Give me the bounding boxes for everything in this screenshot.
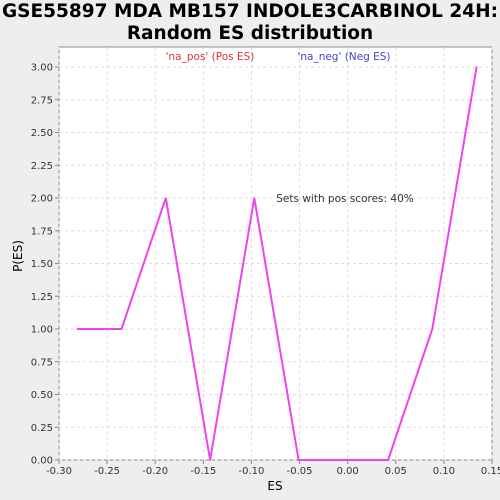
y-tick-label: 2.75 — [31, 95, 53, 106]
x-tick-label: 0.15 — [481, 466, 500, 477]
data-point — [342, 459, 344, 461]
y-tick-label: 2.50 — [31, 128, 53, 139]
x-tick-label: 0.00 — [337, 466, 359, 477]
y-tick-label: 1.00 — [31, 325, 53, 336]
axes: -0.30 -0.25 -0.20 -0.15 -0.10 -0.05 0.00 0.05 0.… — [31, 63, 500, 478]
y-tick-label: 1.25 — [31, 292, 53, 303]
series-layer — [76, 66, 478, 461]
chart-title: GSE55897 MDA MB157 INDOLE3CARBINOL 24H: … — [0, 1, 500, 45]
x-tick-label: -0.25 — [94, 466, 120, 477]
x-tick-label: -0.30 — [46, 466, 72, 477]
y-tick-label: 0.50 — [31, 390, 53, 401]
y-tick-label: 2.25 — [31, 161, 53, 172]
data-point — [253, 197, 256, 199]
y-tick-label: 0.75 — [31, 357, 53, 368]
y-tick-label: 0.25 — [31, 423, 53, 434]
data-point — [297, 459, 300, 461]
annotation-na-neg: 'na_neg' (Neg ES) — [297, 51, 390, 63]
x-tick-label: -0.20 — [142, 466, 168, 477]
chart-title-line2: Random ES distribution — [126, 23, 374, 44]
y-tick-label: 3.00 — [31, 63, 53, 74]
data-point — [431, 328, 434, 330]
y-tick-label: 0.00 — [31, 456, 53, 467]
data-point — [209, 459, 211, 461]
data-point — [76, 328, 79, 330]
data-point — [165, 197, 167, 199]
x-tick-label: -0.10 — [239, 466, 265, 477]
x-axis-title: ES — [267, 479, 282, 493]
data-point — [387, 459, 389, 461]
y-tick-label: 1.75 — [31, 226, 53, 237]
x-tick-label: 0.10 — [433, 466, 455, 477]
plot-area — [58, 46, 493, 461]
chart-title-line1: GSE55897 MDA MB157 INDOLE3CARBINOL 24H: — [2, 1, 498, 22]
annotation-pos-scores: Sets with pos scores: 40% — [276, 193, 413, 205]
data-point — [120, 328, 123, 330]
x-tick-label: -0.05 — [287, 466, 313, 477]
series-line — [77, 66, 478, 461]
grid — [58, 47, 493, 461]
y-tick-label: 1.50 — [31, 259, 53, 270]
data-point — [475, 66, 478, 68]
annotation-na-pos: 'na_pos' (Pos ES) — [166, 51, 255, 63]
y-tick-label: 2.00 — [31, 194, 53, 205]
y-axis-title: P(ES) — [11, 240, 25, 272]
x-tick-label: 0.05 — [385, 466, 407, 477]
x-tick-label: -0.15 — [190, 466, 216, 477]
